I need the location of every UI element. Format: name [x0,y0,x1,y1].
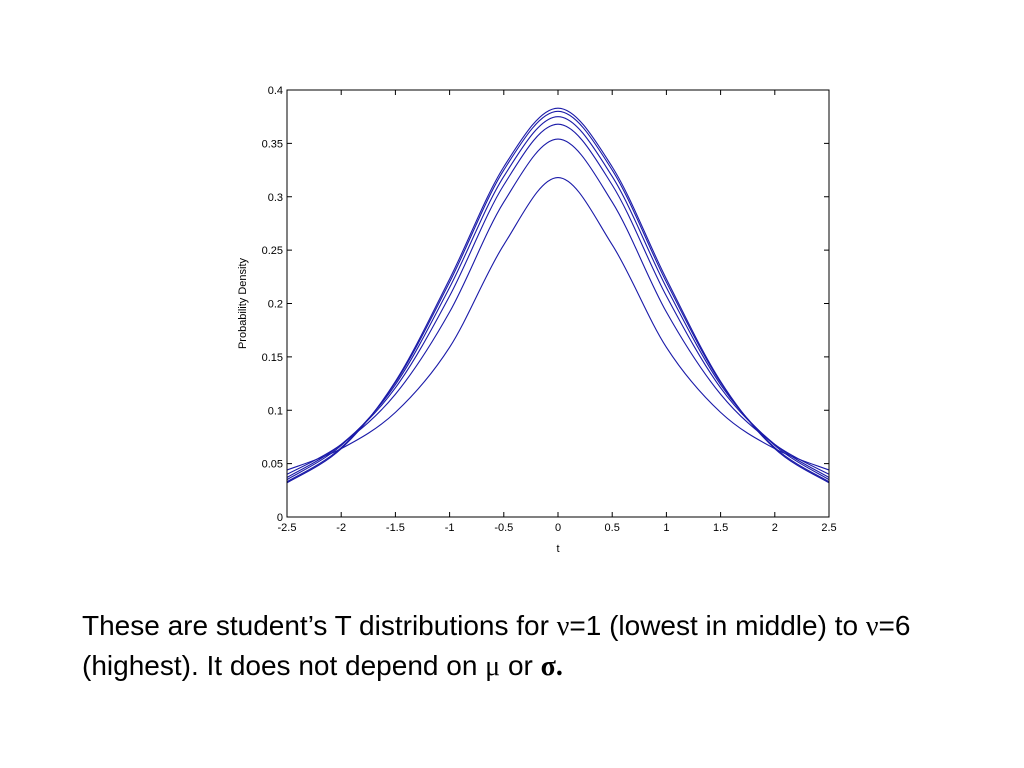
caption-text: These are student’s T distributions for … [82,606,982,686]
plot-background [287,90,829,517]
y-tick-label: 0.15 [262,352,283,364]
y-tick-label: 0.35 [262,138,283,150]
caption-period: . [555,651,563,682]
y-tick-label: 0.1 [268,405,283,417]
series-line-3 [286,123,830,478]
y-axis-label: Probability Density [237,257,249,349]
y-tick-label: 0.3 [268,192,283,204]
caption-part-2: =1 (lowest in middle) to [569,610,866,641]
series-line-4 [286,116,830,481]
t-distribution-chart: -2.5 -2 -1.5 -1 -0.5 0 0.5 1 1.5 2 2.5 0 0.05 0.1 0.15… [237,85,837,555]
sigma-symbol: σ [540,651,556,682]
series-group [286,107,830,484]
y-tick-label: 0.05 [262,459,283,471]
x-tick-label: 1.5 [713,522,728,534]
x-tick-label: 0.5 [605,522,620,534]
x-tick-label: 2 [772,522,778,534]
caption-part-4: or [500,650,541,681]
x-tick-label: -1.5 [386,522,405,534]
x-tick-label: -0.5 [494,522,513,534]
nu-symbol-2: ν [865,611,879,642]
nu-symbol-1: ν [556,611,570,642]
y-tick-label: 0.25 [262,245,283,257]
mu-symbol: μ [485,651,501,682]
series-line-2 [286,138,830,475]
x-tick-label: 1 [663,522,669,534]
y-tick-label: 0.2 [268,299,283,311]
caption-part-3: =6 (highest). It does not depend on [82,610,911,681]
x-axis-label: t [556,543,559,555]
series-line-1 [286,176,830,471]
tick-group: -2.5 -2 -1.5 -1 -0.5 0 0.5 1 1.5 2 2.5 0 0.05 0.1 0.15… [262,85,837,534]
x-tick-label: -1 [445,522,455,534]
series-line-6 [286,107,830,484]
x-tick-label: 2.5 [821,522,836,534]
y-tick-label: 0.4 [268,85,283,97]
caption-part-1: These are student’s T distributions for [82,610,557,641]
x-tick-label: -2.5 [278,522,297,534]
y-tick-label: 0 [277,512,283,524]
x-tick-label: 0 [555,522,561,534]
x-tick-label: -2 [336,522,346,534]
